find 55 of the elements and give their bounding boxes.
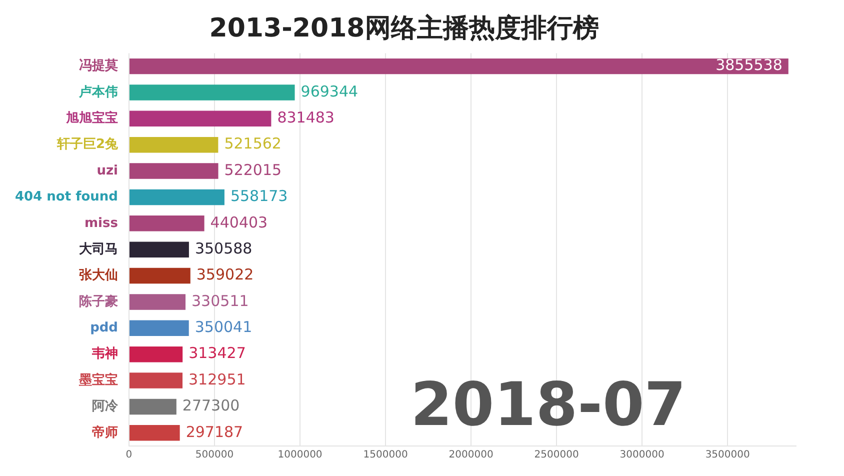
y-tick-label: 陈子豪 [78, 293, 118, 310]
y-tick-label: 大司马 [78, 242, 118, 257]
y-tick-label: 韦神 [90, 346, 118, 362]
bar [129, 242, 189, 258]
bar [129, 110, 272, 127]
y-tick-label: 阿冷 [92, 399, 119, 414]
y-tick-label: pdd [90, 320, 118, 336]
bar [129, 163, 218, 179]
data-label: 359022 [196, 266, 254, 284]
x-tick-label: 1500000 [363, 450, 408, 461]
bar [129, 294, 186, 310]
bar [129, 268, 190, 284]
data-label: 350041 [194, 318, 252, 336]
data-label: 440403 [210, 213, 268, 232]
bar [129, 320, 189, 336]
bar [129, 372, 183, 388]
data-label: 522015 [224, 160, 282, 179]
x-tick-label: 2500000 [534, 450, 579, 461]
y-tick-label: 轩子巨2兔 [56, 137, 119, 152]
data-label: 831483 [277, 108, 334, 127]
y-tick-label: 帝师 [92, 424, 118, 440]
chart-title: 2013-2018网络主播热度排行榜 [209, 13, 599, 44]
x-tick-label: 1000000 [278, 450, 322, 461]
data-label: 277300 [182, 396, 240, 415]
data-label: 969344 [300, 82, 358, 100]
bar [129, 84, 295, 100]
y-tick-label: 卢本伟 [78, 84, 118, 100]
bar [129, 398, 176, 415]
bar [129, 137, 218, 153]
x-tick-label: 0 [126, 450, 132, 461]
data-label: 3855538 [716, 56, 782, 74]
data-label: 350588 [194, 239, 252, 258]
y-tick-label: 404 not found [14, 190, 118, 205]
data-label: 558173 [230, 187, 288, 206]
bar [129, 425, 180, 441]
data-label: 297187 [186, 422, 244, 441]
bar [129, 216, 204, 232]
y-tick-label: 张大仙 [78, 268, 118, 284]
data-label: 330511 [192, 292, 249, 310]
data-label: 312951 [188, 370, 246, 388]
y-tick-label: miss [84, 216, 118, 231]
y-tick-label: 冯提莫 [78, 58, 118, 74]
y-tick-label: uzi [96, 163, 118, 178]
annotation: 2018-07 [410, 370, 686, 440]
bar [129, 189, 224, 206]
x-tick-label: 3500000 [705, 450, 750, 461]
data-label: 313427 [188, 344, 246, 362]
data-label: 521562 [224, 134, 282, 153]
bar [129, 346, 183, 362]
y-tick-label: 墨宝宝 [78, 372, 118, 388]
x-tick-label: 3000000 [620, 450, 664, 461]
bar [129, 58, 788, 74]
y-tick-label: 旭旭宝宝 [64, 110, 118, 126]
x-tick-label: 2000000 [448, 450, 494, 461]
x-tick-label: 500000 [195, 450, 234, 461]
